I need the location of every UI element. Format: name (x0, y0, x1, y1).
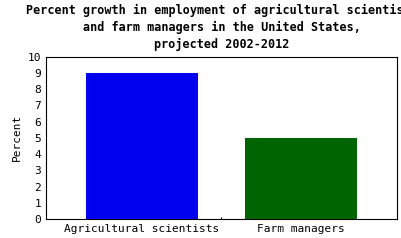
Bar (245, 138, 357, 219)
Y-axis label: Percent: Percent (12, 114, 22, 161)
Bar (86, 73, 198, 219)
Title: Percent growth in employment of agricultural scientists
and farm managers in the: Percent growth in employment of agricult… (26, 4, 401, 51)
